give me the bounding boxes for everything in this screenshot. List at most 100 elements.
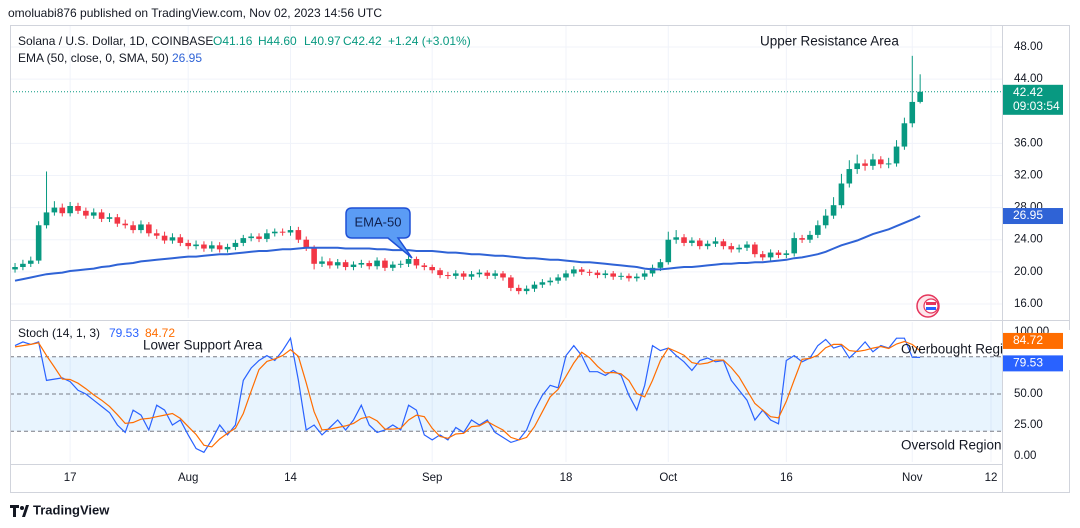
- candle-body: [807, 234, 813, 240]
- candle-body: [122, 223, 129, 226]
- event-icon: [916, 294, 940, 318]
- candle-body: [673, 237, 679, 240]
- candle-body: [224, 246, 231, 250]
- plot: [10, 55, 1002, 454]
- stoch-line: [14, 336, 921, 454]
- ema-legend-value: 26.95: [172, 51, 202, 65]
- candle-body: [555, 277, 561, 281]
- callout: [345, 207, 413, 259]
- readout: C42.42: [343, 34, 382, 48]
- candle-body: [327, 261, 333, 266]
- annotation: Lower Support Area: [143, 338, 263, 353]
- candle-body: [689, 240, 695, 243]
- candle-body: [138, 224, 144, 231]
- x-tick-label: Oct: [659, 472, 678, 484]
- readout: L40.97: [304, 34, 341, 48]
- candle-body: [460, 273, 467, 277]
- candle-body: [508, 277, 514, 288]
- ema-legend: EMA (50, close, 0, SMA, 50): [18, 51, 169, 65]
- x-tick-label: Sep: [422, 472, 442, 484]
- candle-body: [893, 146, 900, 164]
- candle-body: [830, 205, 837, 216]
- candle-body: [531, 284, 538, 289]
- y-tick-label: 32.00: [1014, 170, 1043, 182]
- candle-body: [484, 272, 491, 276]
- candle-body: [602, 273, 609, 276]
- candle-body: [319, 261, 325, 264]
- y-tick-label: 24.00: [1014, 234, 1043, 246]
- candle-body: [421, 265, 428, 268]
- price-label: 79.53: [1013, 356, 1043, 370]
- candle-body: [295, 230, 302, 240]
- candle-body: [350, 264, 357, 268]
- candle-body: [752, 244, 758, 255]
- candle-body: [59, 207, 66, 214]
- candle-body: [216, 245, 223, 250]
- candle-body: [704, 243, 711, 247]
- candle-body: [334, 262, 341, 266]
- candle-body: [279, 231, 286, 233]
- candle-body: [492, 273, 498, 276]
- annotation: Upper Resistance Area: [760, 34, 899, 49]
- candle-body: [523, 288, 530, 292]
- candle-body: [901, 123, 908, 147]
- candle-body: [35, 225, 42, 261]
- candle-body: [193, 244, 199, 247]
- candle-body: [390, 264, 396, 268]
- candle-body: [271, 231, 278, 234]
- candle-body: [429, 267, 435, 271]
- candle-body: [437, 270, 443, 276]
- candle-body: [153, 233, 160, 236]
- candle-body: [681, 237, 687, 243]
- y-tick-label: 20.00: [1014, 266, 1043, 278]
- x-tick-label: 17: [64, 472, 77, 484]
- candle-body: [413, 258, 420, 266]
- price-label-box: [1003, 84, 1063, 115]
- candle-body: [311, 247, 317, 264]
- candle-body: [397, 263, 404, 265]
- annotation: Oversold Region: [901, 438, 1002, 453]
- grid: [10, 25, 1002, 462]
- candle-body: [83, 210, 89, 216]
- candle-body: [712, 241, 719, 244]
- candle-body: [201, 244, 207, 249]
- candle-body: [759, 254, 766, 258]
- stoch-legend-value: 84.72: [145, 326, 175, 340]
- candle-body: [248, 236, 254, 239]
- candle-body: [641, 273, 648, 277]
- candle-body: [838, 183, 845, 206]
- countdown: 09:03:54: [1013, 99, 1060, 113]
- frame: [10, 25, 1070, 493]
- candle-body: [169, 237, 176, 241]
- axes: 17 Aug 14 Sep 18 Oct 16 Nov 1216.0020.0024.0028.…: [64, 41, 1063, 484]
- candle-body: [452, 273, 459, 276]
- footer-logo: [10, 505, 29, 517]
- candle-body: [626, 275, 632, 279]
- candle-body: [586, 271, 593, 273]
- candle-body: [468, 274, 475, 277]
- candle-body: [98, 212, 105, 219]
- candle-body: [917, 91, 923, 102]
- stoch-legend-value: 79.53: [109, 326, 139, 340]
- candle-body: [846, 169, 853, 184]
- candle-body: [665, 239, 672, 263]
- candle-body: [209, 245, 215, 249]
- candle-body: [476, 272, 483, 275]
- annotation: Overbought Region: [901, 342, 1018, 357]
- candle-body: [256, 236, 262, 239]
- candle-body: [815, 225, 821, 235]
- stoch-line: [14, 340, 921, 448]
- y-tick-label: 16.00: [1014, 298, 1043, 310]
- candle-body: [767, 252, 774, 258]
- candle-body: [539, 282, 546, 285]
- y-tick-label: 36.00: [1014, 137, 1043, 149]
- candle-body: [75, 205, 81, 211]
- candle-body: [12, 267, 18, 270]
- x-tick-label: 12: [985, 472, 998, 484]
- candle-body: [287, 230, 294, 233]
- candle-body: [885, 163, 892, 165]
- candle-body: [783, 253, 790, 255]
- candle-body: [114, 217, 121, 224]
- x-tick-label: 14: [284, 472, 297, 484]
